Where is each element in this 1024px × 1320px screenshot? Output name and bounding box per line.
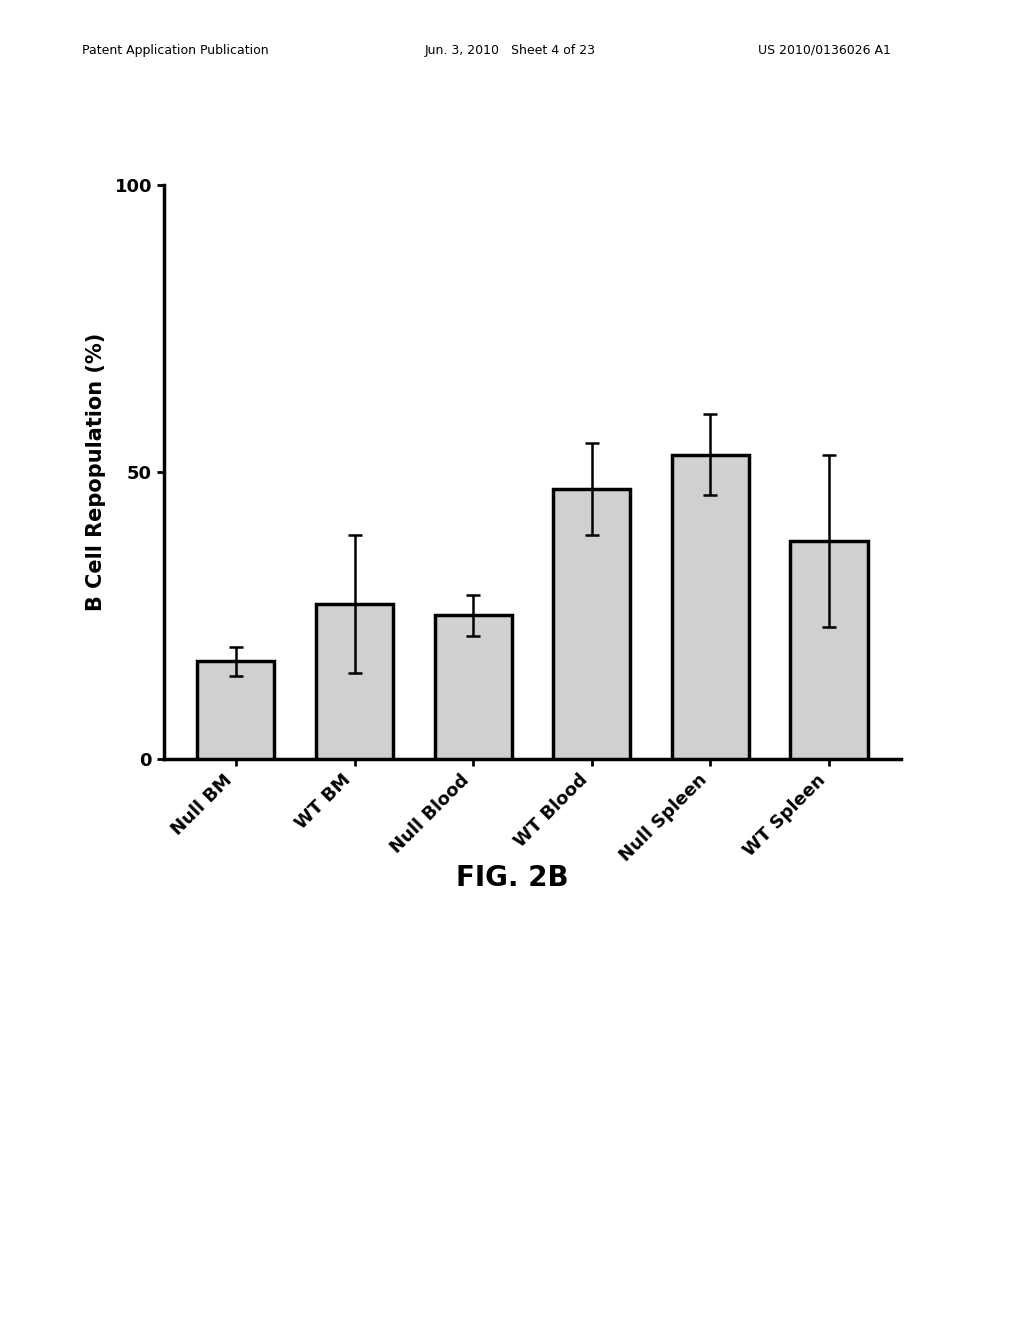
Text: Patent Application Publication: Patent Application Publication: [82, 44, 268, 57]
Text: US 2010/0136026 A1: US 2010/0136026 A1: [758, 44, 891, 57]
Y-axis label: B Cell Repopulation (%): B Cell Repopulation (%): [86, 333, 106, 611]
Text: Jun. 3, 2010   Sheet 4 of 23: Jun. 3, 2010 Sheet 4 of 23: [425, 44, 596, 57]
Bar: [434, 615, 512, 759]
Bar: [553, 490, 631, 759]
Bar: [198, 661, 274, 759]
Bar: [316, 605, 393, 759]
Text: FIG. 2B: FIG. 2B: [456, 863, 568, 892]
Bar: [791, 541, 867, 759]
Bar: [672, 454, 749, 759]
